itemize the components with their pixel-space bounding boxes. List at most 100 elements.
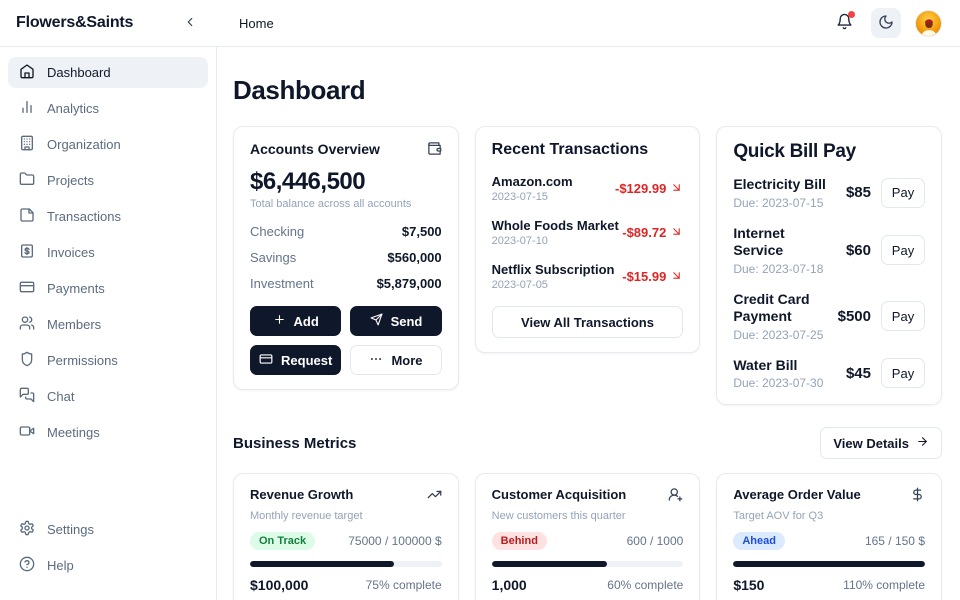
accounts-overview-card: Accounts Overview $6,446,500 Total balan… (233, 126, 459, 390)
metric-value: 1,000 (491, 577, 527, 593)
arrow-right-icon (916, 435, 929, 451)
add-button[interactable]: Add (250, 306, 342, 336)
overview-cards-row: Accounts Overview $6,446,500 Total balan… (233, 126, 942, 405)
recent-transactions-card: Recent Transactions Amazon.com 2023-07-1… (474, 126, 701, 353)
account-rows: Checking $7,500 Savings $560,000 Investm… (250, 224, 442, 291)
sidebar-item-settings[interactable]: Settings (8, 514, 208, 545)
metric-value: $150 (733, 577, 765, 593)
sidebar-item-label: Payments (47, 281, 105, 296)
transaction-date: 2023-07-15 (491, 191, 548, 203)
sidebar-item-transactions[interactable]: Transactions (8, 201, 208, 232)
total-balance: $6,446,500 (250, 168, 366, 195)
send-icon (370, 313, 383, 329)
users-icon (19, 315, 35, 334)
sidebar-collapse-button[interactable] (179, 11, 201, 36)
bill-row: Water Bill Due: 2023-07-30 $45 Pay (733, 356, 925, 390)
pay-button[interactable]: Pay (881, 358, 925, 389)
metric-fraction: 75000 / 100000 $ (348, 534, 442, 548)
sidebar-item-label: Analytics (47, 101, 100, 116)
metric-title: Customer Acquisition (491, 487, 627, 502)
bill-amount: $85 (845, 184, 871, 202)
user-avatar[interactable] (915, 9, 942, 37)
bill-due-date: Due: 2023-07-15 (733, 195, 824, 210)
customer-acquisition-card: Customer Acquisition New customers this … (474, 473, 701, 600)
bill-due-date: Due: 2023-07-30 (733, 376, 824, 390)
arrow-down-right-icon (670, 269, 683, 285)
transaction-amount: -$89.72 (622, 225, 683, 241)
bill-name: Credit Card Payment (733, 290, 810, 325)
sidebar-item-help[interactable]: Help (8, 550, 208, 581)
send-button[interactable]: Send (350, 306, 442, 336)
account-label: Checking (250, 224, 305, 239)
metric-title: Average Order Value (733, 487, 861, 502)
bill-due-date: Due: 2023-07-18 (733, 261, 824, 276)
sidebar-item-dashboard[interactable]: Dashboard (8, 57, 208, 88)
account-value: $7,500 (401, 224, 442, 239)
metric-fraction: 165 / 150 $ (864, 534, 925, 548)
bills-list: Electricity Bill Due: 2023-07-15 $85 Pay… (733, 176, 925, 390)
sidebar-item-label: Projects (47, 173, 94, 188)
sidebar-item-label: Members (47, 317, 102, 332)
gear-icon (19, 520, 35, 539)
balance-caption: Total balance across all accounts (250, 198, 412, 210)
chevron-left-icon (183, 15, 197, 32)
sidebar-item-payments[interactable]: Payments (8, 273, 208, 304)
sidebar-item-permissions[interactable]: Permissions (8, 345, 208, 376)
transaction-row[interactable]: Amazon.com 2023-07-15 -$129.99 (492, 174, 684, 203)
bell-icon (836, 13, 853, 33)
sidebar-item-members[interactable]: Members (8, 309, 208, 340)
sidebar-item-chat[interactable]: Chat (8, 381, 208, 412)
request-button[interactable]: Request (250, 345, 342, 375)
credit-card-icon (19, 279, 35, 298)
transaction-row[interactable]: Netflix Subscription 2023-07-05 -$15.99 (492, 262, 684, 291)
bill-name: Internet Service (733, 224, 785, 259)
bill-amount: $60 (845, 241, 871, 259)
arrow-down-right-icon (670, 181, 683, 197)
metric-title: Revenue Growth (250, 487, 354, 502)
transaction-row[interactable]: Whole Foods Market 2023-07-10 -$89.72 (492, 218, 684, 247)
view-all-transactions-button[interactable]: View All Transactions (491, 306, 684, 338)
account-row: Investment $5,879,000 (250, 276, 442, 291)
pay-button[interactable]: Pay (881, 301, 925, 331)
breadcrumb[interactable]: Home (239, 15, 274, 31)
metric-cards-row: Revenue Growth Monthly revenue target On… (233, 473, 942, 600)
progress-fill (733, 561, 925, 567)
account-value: $5,879,000 (376, 276, 442, 291)
bill-row: Credit Card Payment Due: 2023-07-25 $500… (733, 291, 925, 342)
bar-chart-icon (19, 99, 35, 118)
moon-icon (878, 14, 894, 33)
dollar-icon (910, 487, 925, 505)
home-icon (19, 63, 35, 82)
sidebar-item-invoices[interactable]: Invoices (8, 237, 208, 268)
accounts-overview-title: Accounts Overview (250, 141, 380, 157)
chat-icon (19, 387, 35, 406)
folder-icon (19, 171, 35, 190)
sidebar-item-projects[interactable]: Projects (8, 165, 208, 196)
header-actions (832, 8, 960, 38)
sidebar: Dashboard Analytics Organization Project… (0, 47, 217, 600)
main-content: Dashboard Accounts Overview $6,446,500 T… (217, 47, 960, 600)
sidebar-item-meetings[interactable]: Meetings (8, 417, 208, 448)
notifications-button[interactable] (832, 9, 857, 37)
more-button[interactable]: More (350, 345, 442, 375)
sidebar-item-analytics[interactable]: Analytics (8, 93, 208, 124)
sidebar-item-organization[interactable]: Organization (8, 129, 208, 160)
pay-button[interactable]: Pay (881, 235, 925, 265)
bill-due-date: Due: 2023-07-25 (733, 327, 824, 342)
notification-dot (848, 11, 855, 18)
bill-name: Electricity Bill (733, 176, 826, 192)
metric-subtitle: Monthly revenue target (250, 510, 363, 522)
sidebar-item-label: Help (47, 558, 74, 573)
status-badge: Ahead (733, 532, 785, 550)
metric-subtitle: Target AOV for Q3 (733, 510, 824, 522)
quick-bill-pay-title: Quick Bill Pay (733, 141, 856, 162)
dark-mode-toggle[interactable] (871, 8, 901, 38)
bill-name: Water Bill (733, 356, 798, 373)
view-details-button[interactable]: View Details (820, 427, 942, 459)
metric-fraction: 600 / 1000 (626, 534, 684, 548)
transaction-date: 2023-07-05 (491, 279, 548, 291)
page-title: Dashboard (233, 75, 366, 105)
progress-bar (491, 561, 684, 567)
pay-button[interactable]: Pay (881, 177, 925, 208)
sidebar-item-label: Permissions (47, 353, 118, 368)
